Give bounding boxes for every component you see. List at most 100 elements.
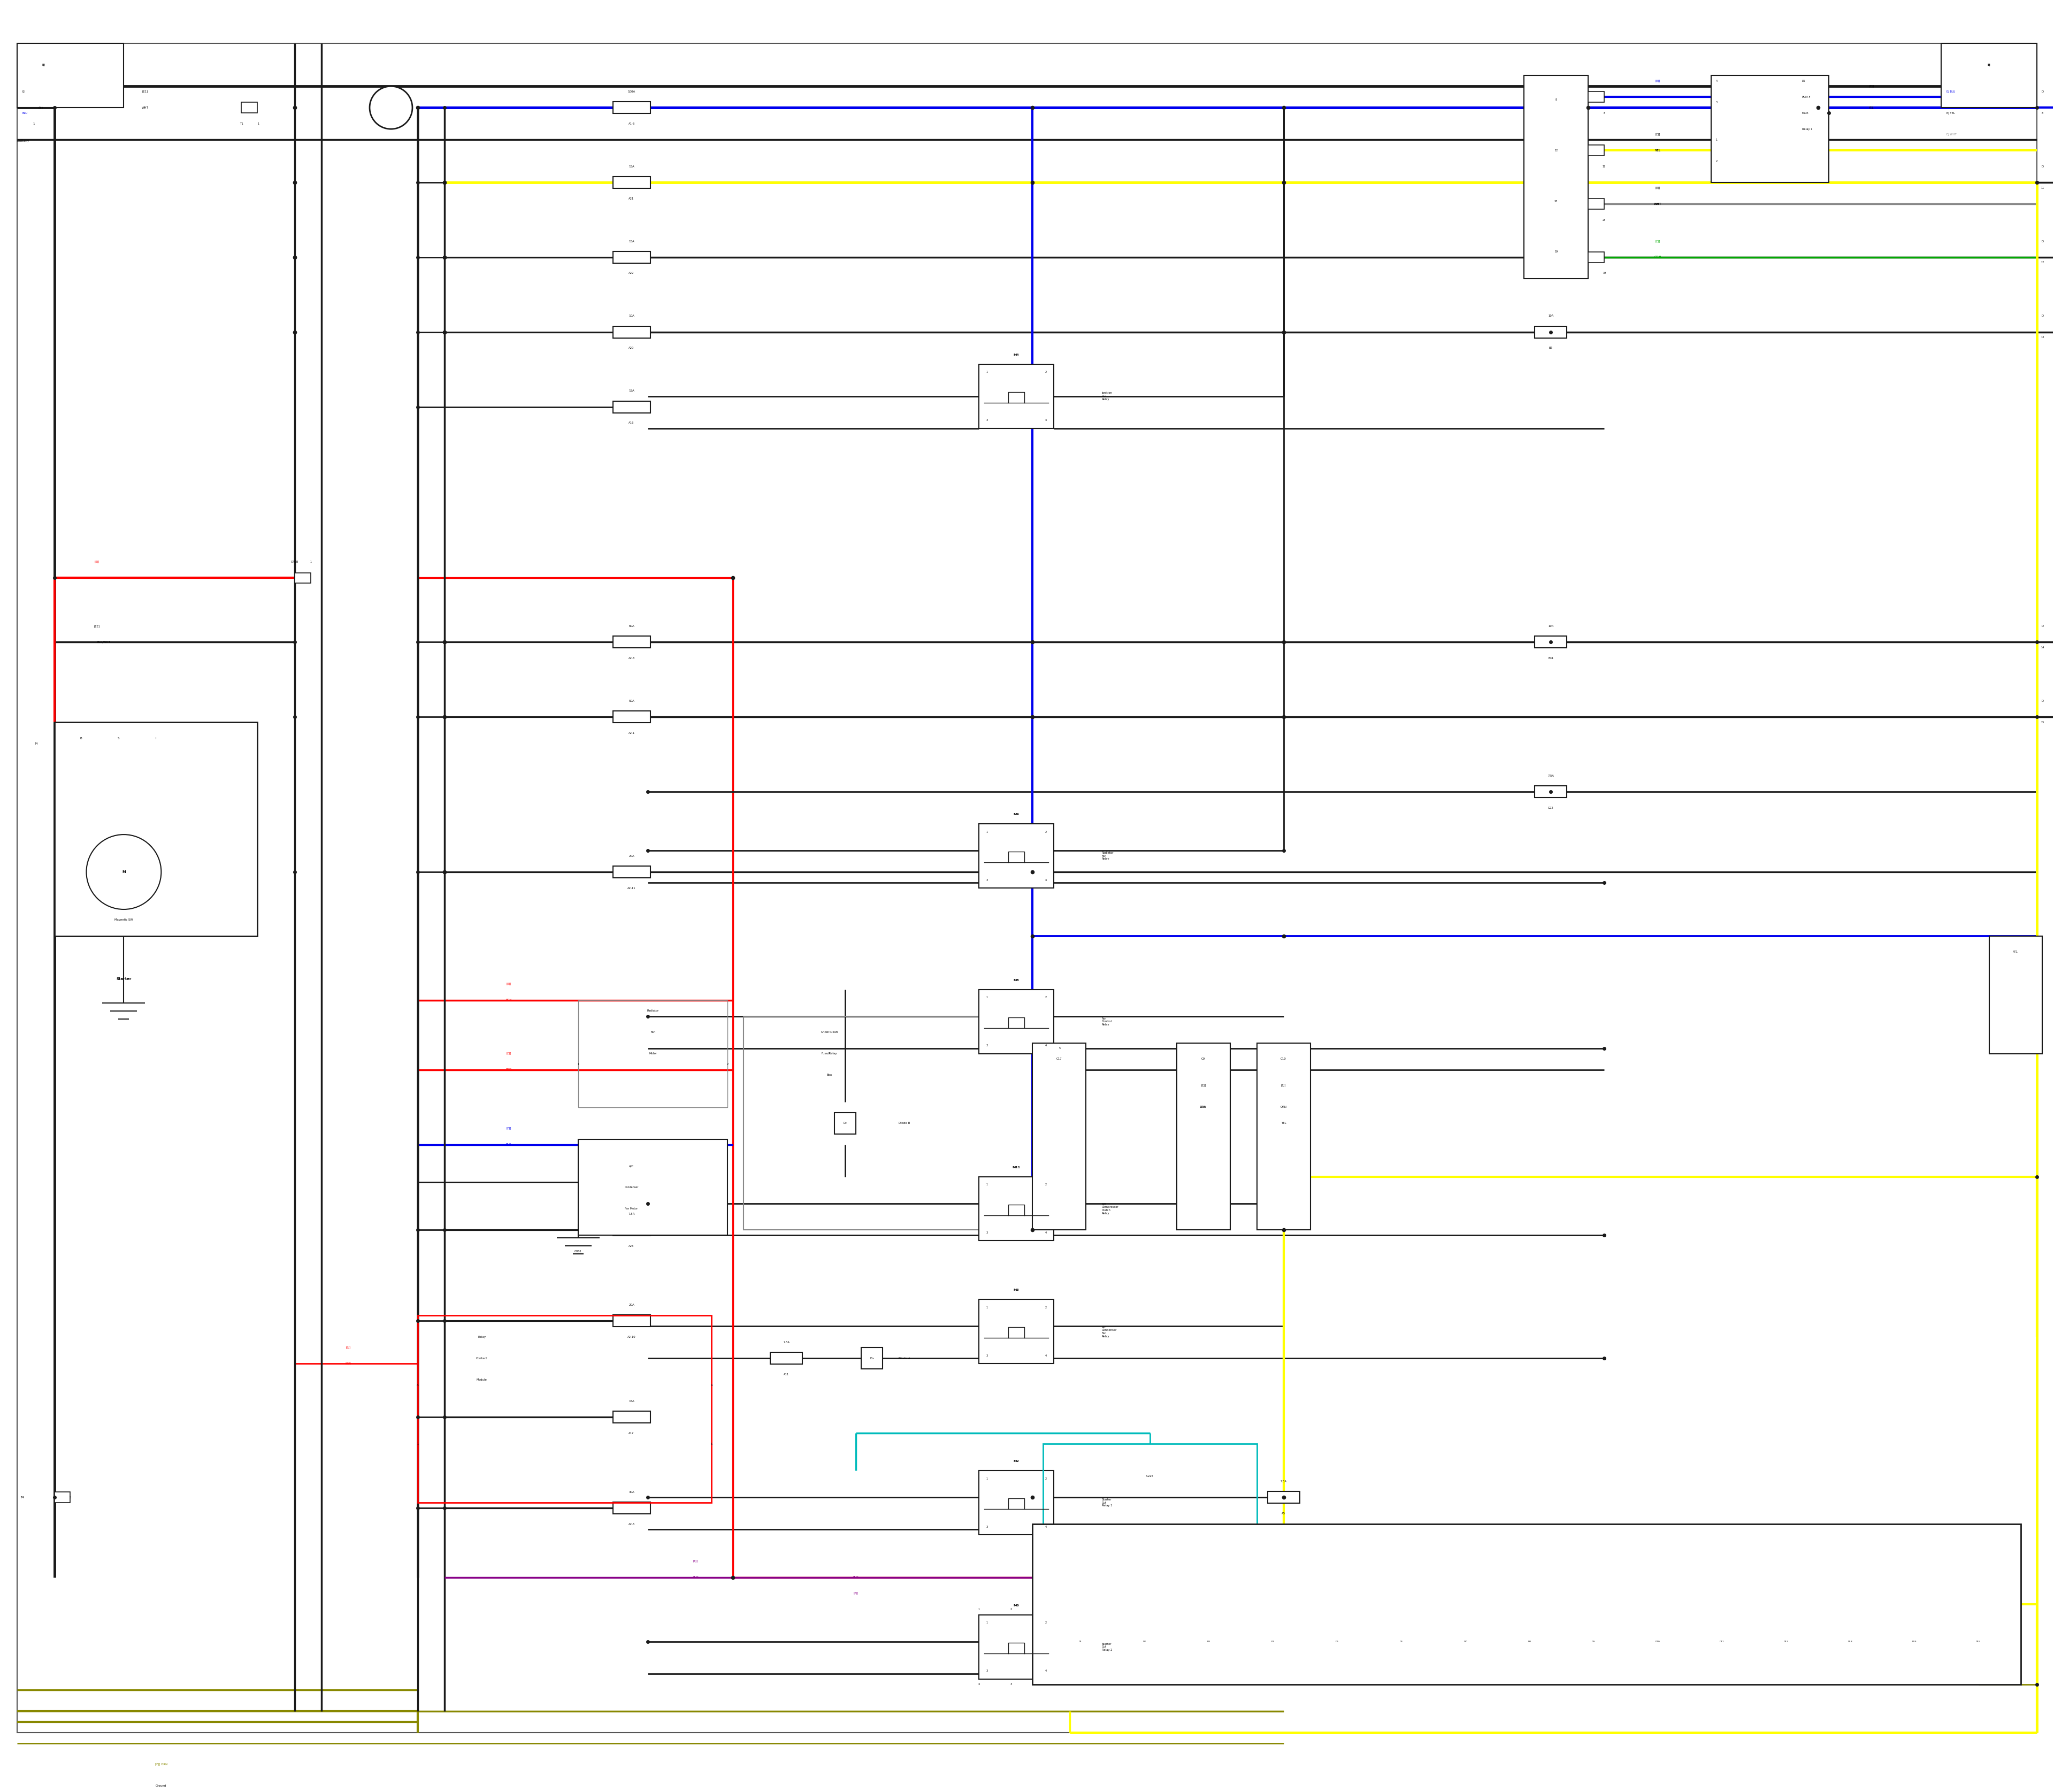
Text: T4: T4 — [35, 742, 39, 745]
Text: Starter
Cut
Relay 2: Starter Cut Relay 2 — [1101, 1643, 1113, 1652]
Text: [EJ]: [EJ] — [1656, 79, 1660, 82]
Text: C10: C10 — [1280, 1057, 1286, 1061]
Circle shape — [370, 86, 413, 129]
Text: Diode A: Diode A — [900, 1357, 910, 1360]
Text: EJ: EJ — [1988, 63, 1990, 66]
Text: 11: 11 — [2042, 186, 2044, 190]
Text: [EJ]: [EJ] — [94, 561, 99, 563]
Text: D4: D4 — [1271, 1640, 1273, 1643]
Text: A5: A5 — [1282, 1512, 1286, 1514]
Text: [EE]: [EE] — [94, 625, 101, 627]
Bar — [980, 1471, 1054, 1534]
Text: WHT: WHT — [142, 106, 148, 109]
Bar — [612, 636, 651, 649]
Text: D10: D10 — [1656, 1640, 1660, 1643]
Text: [EJ]: [EJ] — [1282, 1084, 1286, 1088]
Text: Battery: Battery — [16, 140, 29, 142]
Text: M11: M11 — [1013, 1167, 1021, 1168]
Text: D>: D> — [871, 1357, 875, 1360]
Text: 100A: 100A — [629, 90, 635, 93]
Text: 7.5A: 7.5A — [783, 1340, 789, 1344]
Text: A2-3: A2-3 — [629, 658, 635, 659]
Text: [E1]: [E1] — [142, 90, 148, 93]
Text: D: D — [2042, 625, 2044, 627]
Text: [EJ]: [EJ] — [1656, 133, 1660, 136]
Text: EJ WHT: EJ WHT — [1947, 133, 1955, 136]
Text: [EJ] ORN: [EJ] ORN — [154, 1763, 168, 1765]
Bar — [296, 573, 310, 584]
Text: D: D — [2042, 315, 2044, 317]
Text: M6: M6 — [1013, 1604, 1019, 1607]
Text: Starter: Starter — [117, 977, 131, 980]
Text: Ground: Ground — [156, 1785, 166, 1787]
Text: Fan
Control
Relay: Fan Control Relay — [1101, 1018, 1111, 1027]
Bar — [612, 102, 651, 113]
Text: M4: M4 — [1013, 353, 1019, 357]
Text: (+): (+) — [39, 106, 43, 109]
Text: C225: C225 — [1146, 1475, 1154, 1477]
Text: A/C
Condenser
Fan
Relay: A/C Condenser Fan Relay — [1101, 1326, 1117, 1337]
Bar — [16, 43, 123, 108]
Bar — [53, 722, 257, 935]
Text: 20A: 20A — [629, 1303, 635, 1306]
Text: Radiator
Fan
Relay: Radiator Fan Relay — [1101, 851, 1113, 860]
Text: A17: A17 — [629, 1432, 635, 1434]
Bar — [770, 1353, 803, 1364]
Text: Motor: Motor — [649, 1052, 657, 1055]
Text: 28: 28 — [1555, 201, 1557, 202]
Text: A22: A22 — [629, 272, 635, 274]
Bar — [612, 1315, 651, 1326]
Text: [EJ]: [EJ] — [505, 1052, 511, 1055]
Text: A2-5: A2-5 — [629, 1523, 635, 1525]
Text: C17: C17 — [1056, 1057, 1062, 1061]
Text: Under-Dash: Under-Dash — [822, 1030, 838, 1034]
Text: D: D — [2042, 90, 2044, 93]
Text: ORN: ORN — [1200, 1106, 1208, 1109]
Text: M9: M9 — [1013, 814, 1019, 815]
Text: AT1: AT1 — [2013, 952, 2019, 953]
Text: Box: Box — [826, 1073, 832, 1077]
Text: Radiator: Radiator — [647, 1009, 659, 1012]
Text: 7.5A: 7.5A — [1547, 774, 1555, 778]
Bar — [1177, 1043, 1230, 1229]
Text: A1-6: A1-6 — [629, 122, 635, 125]
Text: GRN: GRN — [1653, 256, 1662, 258]
Text: D7: D7 — [1465, 1640, 1467, 1643]
Bar — [612, 1502, 651, 1514]
Text: [EJ]: [EJ] — [505, 982, 511, 986]
Text: A2-11: A2-11 — [626, 887, 635, 889]
Bar — [1588, 199, 1604, 210]
Text: D: D — [2042, 165, 2044, 168]
Text: D>: D> — [844, 1122, 848, 1125]
Text: ORN: ORN — [1280, 1106, 1286, 1109]
Bar — [577, 1000, 727, 1107]
Bar — [980, 364, 1054, 428]
Text: BLU: BLU — [23, 111, 27, 115]
Text: Starter
Cut
Relay 1: Starter Cut Relay 1 — [1101, 1498, 1113, 1507]
Text: A/C: A/C — [629, 1165, 635, 1167]
Text: 15: 15 — [2042, 720, 2044, 724]
Text: Diode B: Diode B — [900, 1122, 910, 1125]
Text: B31: B31 — [1549, 658, 1553, 659]
Text: A11: A11 — [785, 1373, 789, 1376]
Bar — [1588, 145, 1604, 156]
Text: BRN: BRN — [505, 998, 511, 1002]
Bar — [1711, 75, 1828, 183]
Text: [EJ]: [EJ] — [345, 1346, 351, 1349]
Text: Fan: Fan — [651, 1030, 655, 1034]
Bar — [1257, 1043, 1310, 1229]
Text: D3: D3 — [1208, 1640, 1210, 1643]
Text: Fan Motor: Fan Motor — [624, 1208, 639, 1210]
Text: Main: Main — [1801, 111, 1810, 115]
Text: T4: T4 — [21, 1496, 25, 1498]
Text: 7.5A: 7.5A — [1280, 1480, 1286, 1482]
Text: A21: A21 — [629, 197, 635, 201]
Text: Module: Module — [477, 1378, 487, 1382]
Text: D: D — [2042, 240, 2044, 242]
Text: M2: M2 — [1013, 1460, 1019, 1462]
Bar — [1033, 1523, 2021, 1684]
Text: 19: 19 — [1602, 272, 1606, 274]
Bar — [1588, 91, 1604, 102]
Text: BLU: BLU — [1653, 95, 1662, 99]
Text: 19: 19 — [1555, 251, 1557, 253]
